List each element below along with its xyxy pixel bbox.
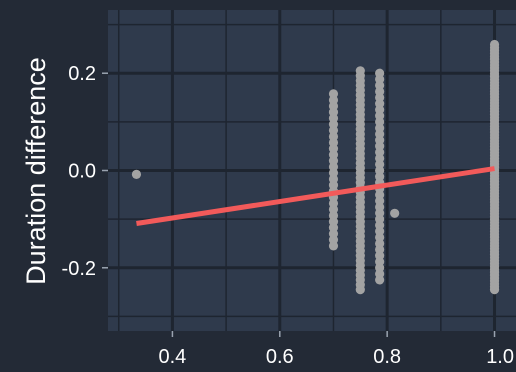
y-tick-label: 0.2	[68, 63, 96, 85]
x-axis-ticks: 0.4 0.6 0.8 1.0	[159, 331, 514, 368]
data-point	[375, 68, 385, 78]
x-tick-label: 0.6	[266, 346, 294, 368]
data-point	[355, 66, 365, 76]
x-tick-label: 0.4	[159, 346, 187, 368]
data-point	[489, 39, 500, 50]
data-point	[390, 208, 400, 218]
trend-line	[136, 166, 495, 226]
x-tick-label: 0.8	[373, 346, 401, 368]
data-points	[131, 39, 500, 295]
data-point	[131, 169, 142, 179]
y-tick-label: -0.2	[62, 258, 96, 280]
x-tick-label: 1.0	[486, 346, 514, 368]
y-tick-label: 0.0	[68, 161, 96, 183]
y-axis-ticks: -0.2 0.0 0.2	[62, 63, 108, 280]
data-point	[328, 89, 339, 99]
y-axis-title: Duration difference	[21, 57, 51, 285]
